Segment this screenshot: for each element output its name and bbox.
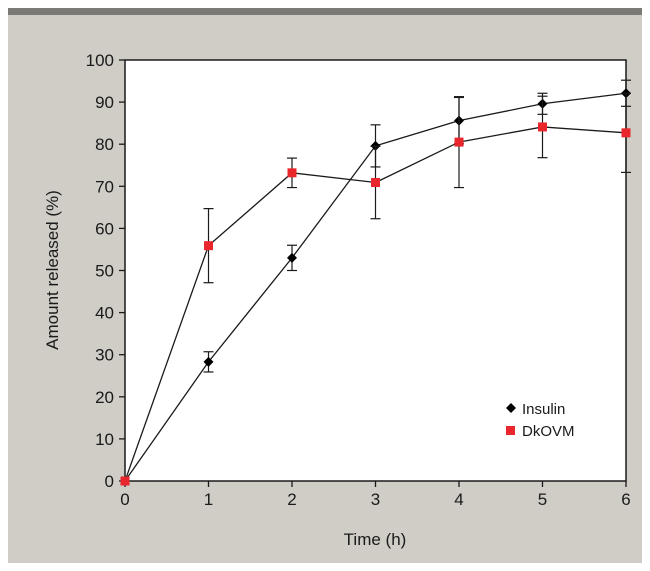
y-tick-label: 80 <box>95 135 114 154</box>
x-axis-title: Time (h) <box>344 530 407 549</box>
ticks-layer: 0 10 20 30 40 50 60 70 80 90 100 0 1 2 3 4 5 6 <box>86 51 631 509</box>
legend-label-insulin: Insulin <box>522 401 565 418</box>
x-tick-label: 0 <box>120 490 129 509</box>
series-dkovm <box>120 92 631 486</box>
data-point-dkovm <box>120 476 130 486</box>
y-tick-label: 10 <box>95 430 114 449</box>
y-axis-title: Amount released (%) <box>43 190 62 350</box>
legend: Insulin DkOVM <box>506 401 575 440</box>
y-tick-label: 0 <box>105 472 114 491</box>
y-tick-label: 20 <box>95 388 114 407</box>
series-layer <box>120 79 631 486</box>
legend-marker-dkovm <box>506 426 515 435</box>
y-tick-label: 90 <box>95 93 114 112</box>
data-point-dkovm <box>621 128 631 138</box>
y-tick-label: 40 <box>95 304 114 323</box>
top-rule <box>8 8 642 15</box>
x-tick-label: 6 <box>621 490 630 509</box>
data-point-dkovm <box>538 122 547 132</box>
y-tick-label: 30 <box>95 346 114 365</box>
x-tick-label: 4 <box>454 490 463 509</box>
x-tick-label: 5 <box>538 490 547 509</box>
data-point-dkovm <box>204 241 213 251</box>
data-point-insulin <box>287 252 297 263</box>
x-tick-label: 3 <box>371 490 380 509</box>
data-point-insulin <box>203 356 214 367</box>
data-point-dkovm <box>287 168 297 178</box>
data-point-dkovm <box>371 178 380 188</box>
x-tick-label: 2 <box>287 490 296 509</box>
y-tick-label: 50 <box>95 262 114 281</box>
y-tick-label: 100 <box>86 51 114 70</box>
y-tick-label: 70 <box>95 177 114 196</box>
legend-marker-insulin <box>506 403 516 413</box>
x-tick-label: 1 <box>204 490 213 509</box>
legend-label-dkovm: DkOVM <box>522 423 575 440</box>
data-point-dkovm <box>454 137 464 147</box>
y-tick-label: 60 <box>95 219 114 238</box>
